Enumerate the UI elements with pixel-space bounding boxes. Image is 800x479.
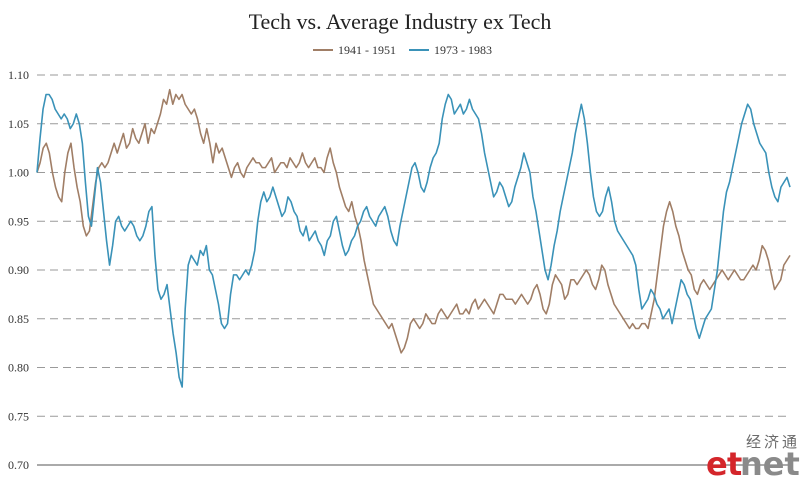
series-line-2 (36, 93, 791, 388)
watermark-chinese-text: 经济通 (746, 433, 800, 451)
y-tick-label: 0.85 (8, 312, 29, 326)
y-axis-ticks: 1.10 1.05 1.00 0.95 0.90 0.85 0.80 0.75 0.70 (8, 68, 29, 472)
y-tick-label: 0.70 (8, 458, 29, 472)
chart-title: Tech vs. Average Industry ex Tech (249, 9, 552, 34)
watermark-logo-e: e (706, 445, 728, 479)
y-tick-label: 0.80 (8, 361, 29, 375)
watermark-logo-t: t (727, 445, 742, 479)
y-tick-label: 1.10 (8, 68, 29, 82)
legend-label: 1973 - 1983 (434, 43, 492, 57)
series-layer (36, 88, 791, 388)
y-tick-label: 1.00 (8, 166, 29, 180)
y-tick-label: 0.90 (8, 263, 29, 277)
y-tick-label: 1.05 (8, 117, 29, 131)
y-tick-label: 0.75 (8, 409, 29, 423)
etnet-watermark: 经济通 e t net (706, 433, 800, 479)
legend-label: 1941 - 1951 (338, 43, 396, 57)
y-tick-label: 0.95 (8, 214, 29, 228)
watermark-logo-net: net (740, 445, 800, 479)
legend: 1941 - 1951 1973 - 1983 (313, 43, 492, 57)
series-line-1 (36, 88, 791, 354)
